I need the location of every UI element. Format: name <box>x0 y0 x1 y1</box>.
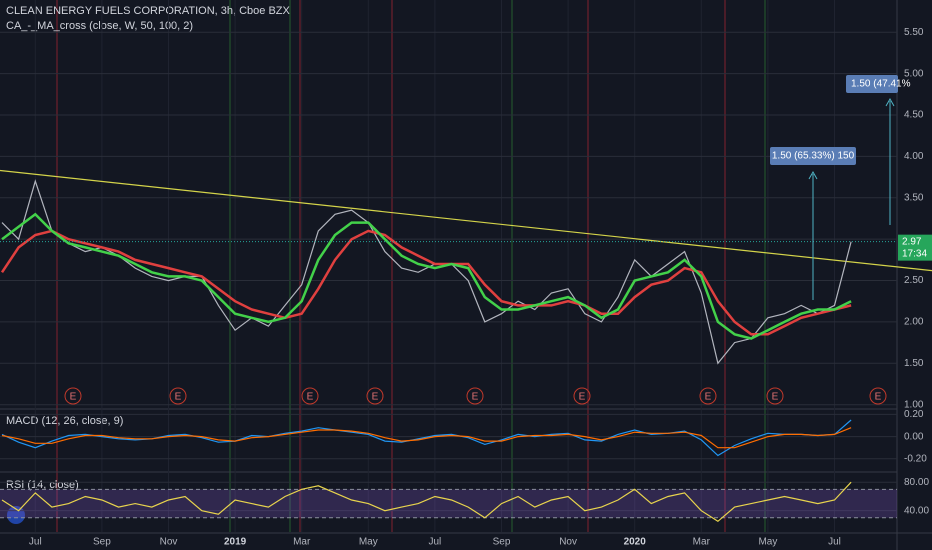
earnings-label: E <box>772 392 779 403</box>
signal-lines <box>56 0 766 532</box>
x-tick-label: Sep <box>93 537 111 548</box>
last-price-label: 2.97 <box>902 236 922 247</box>
y-tick-label: 1.00 <box>904 399 924 410</box>
series-line <box>0 229 852 336</box>
earnings-marker <box>466 387 484 405</box>
annotation-arrowhead <box>808 170 818 180</box>
x-tick-label: Mar <box>293 537 311 548</box>
earnings-label: E <box>70 392 77 403</box>
x-tick-label: May <box>359 537 378 548</box>
x-tick-label: Jul <box>828 537 841 548</box>
earnings-marker <box>169 387 187 405</box>
earnings-marker <box>869 387 887 405</box>
x-tick-label: Jul <box>29 537 42 548</box>
annotation-label: 1.50 (65.33%) 150 <box>772 151 855 162</box>
y-tick-label: 1.50 <box>904 358 924 369</box>
trendline <box>0 169 932 272</box>
y-tick-label: 5.50 <box>904 27 924 38</box>
x-tick-label: May <box>758 537 777 548</box>
y-tick-label: 40.00 <box>904 505 929 516</box>
earnings-label: E <box>472 392 479 403</box>
earnings-label: E <box>579 392 586 403</box>
series-line <box>1 179 852 365</box>
y-tick-label: 0.00 <box>904 431 924 442</box>
annotation-arrowhead <box>885 97 895 107</box>
y-tick-label: 3.50 <box>904 192 924 203</box>
y-tick-label: 4.00 <box>904 151 924 162</box>
countdown-label: 17:34 <box>902 248 927 259</box>
earnings-marker <box>301 387 319 405</box>
earnings-marker <box>573 387 591 405</box>
earnings-label: E <box>175 392 182 403</box>
earnings-marker <box>699 387 717 405</box>
y-tick-label: 5.00 <box>904 68 924 79</box>
indicator-title: CA_-_MA_cross (close, W, 50, 100, 2) <box>6 20 193 32</box>
series-line <box>1 212 852 340</box>
y-tick-label: 2.00 <box>904 317 924 328</box>
annotation-label: 1.50 (47.41% <box>851 79 911 90</box>
x-tick-label: Nov <box>559 537 577 548</box>
y-tick-label: 2.50 <box>904 275 924 286</box>
x-tick-label: Jul <box>429 537 442 548</box>
macd-title: MACD (12, 26, close, 9) <box>6 415 123 427</box>
earnings-marker <box>766 387 784 405</box>
annotation-box <box>770 147 856 165</box>
x-tick-label: Mar <box>693 537 711 548</box>
rsi-band <box>0 489 897 518</box>
earnings-label: E <box>372 392 379 403</box>
y-tick-label: 4.50 <box>904 110 924 121</box>
y-tick-label: -0.20 <box>904 453 927 464</box>
symbol-title: CLEAN ENERGY FUELS CORPORATION, 3h, Cboe… <box>6 5 291 17</box>
y-tick-label: 0.20 <box>904 409 924 420</box>
x-tick-label: Nov <box>160 537 178 548</box>
annotation-box <box>846 75 898 93</box>
last-price-box <box>898 234 932 261</box>
earnings-label: E <box>875 392 882 403</box>
earnings-label: E <box>307 392 314 403</box>
y-tick-label: 80.00 <box>904 477 929 488</box>
x-tick-label: Sep <box>493 537 511 548</box>
series-line <box>1 427 852 449</box>
earnings-label: E <box>705 392 712 403</box>
earnings-marker <box>64 387 82 405</box>
x-tick-label: 2019 <box>224 537 247 548</box>
series-line <box>1 481 852 523</box>
earnings-marker <box>366 387 384 405</box>
x-tick-label: 2020 <box>624 537 647 548</box>
